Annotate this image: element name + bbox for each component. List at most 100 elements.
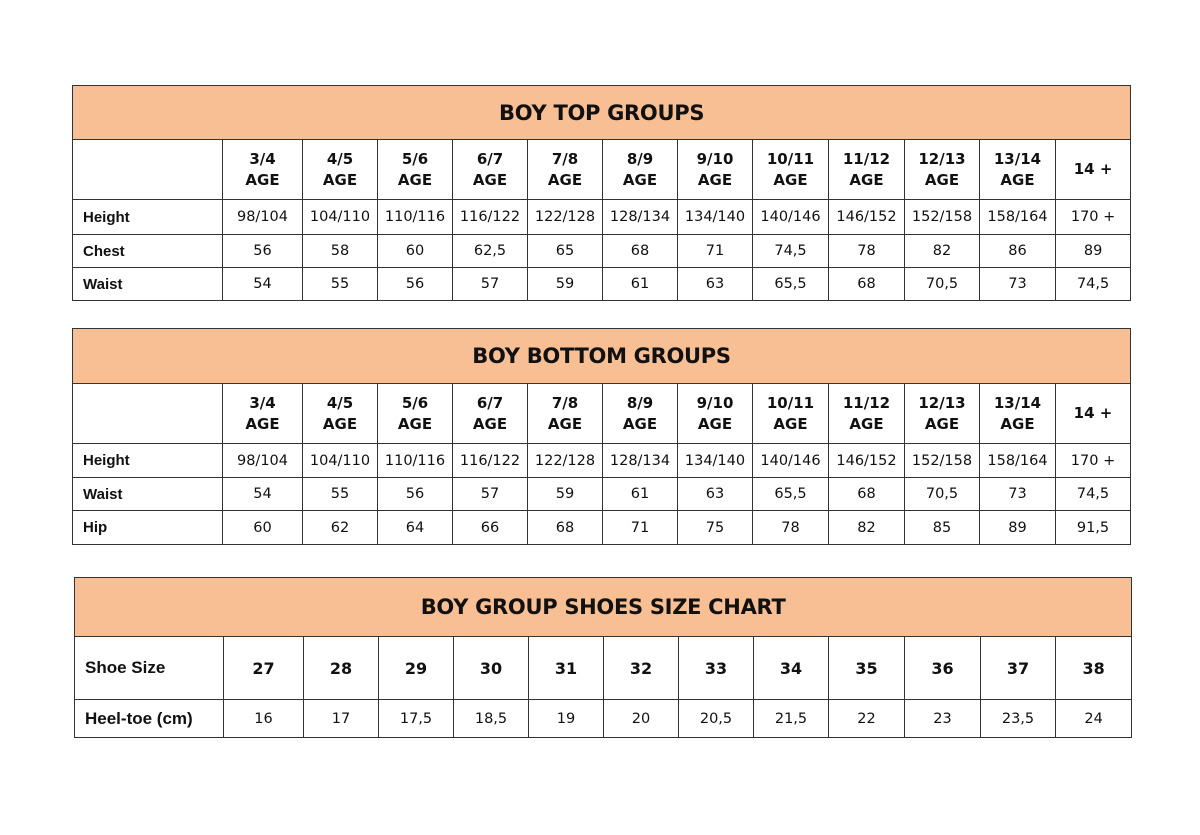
- shoe-size-cell: 29: [378, 636, 454, 700]
- age-range: 6/7: [476, 149, 504, 168]
- age-column-header: 8/9 AGE: [602, 383, 678, 444]
- age-column-header: 5/6 AGE: [377, 383, 453, 444]
- age-column-header: 8/9 AGE: [602, 139, 678, 200]
- table-row: Chest 56 58 60 62,5 65 68 71 74,5 78 82 86 89: [72, 234, 1132, 268]
- table-cell: 152/158: [904, 199, 980, 235]
- shoe-size-cell: 27: [223, 636, 304, 700]
- heel-toe-cell: 16: [223, 699, 304, 738]
- row-label: Height: [72, 199, 223, 235]
- table-cell: 82: [828, 510, 905, 545]
- age-column-header: 9/10 AGE: [677, 383, 753, 444]
- table-cell: 134/140: [677, 199, 753, 235]
- row-label: Height: [72, 443, 223, 478]
- heel-toe-cell: 19: [528, 699, 604, 738]
- table-cell: 55: [302, 267, 378, 301]
- age-range: 8/9: [626, 393, 654, 412]
- table-cell: 89: [979, 510, 1056, 545]
- row-label: Waist: [72, 267, 223, 301]
- heel-toe-cell: 20,5: [678, 699, 754, 738]
- table-cell: 98/104: [222, 443, 303, 478]
- age-range: 9/10: [696, 393, 734, 412]
- table-cell: 59: [527, 267, 603, 301]
- table-row: Height 98/104 104/110 110/116 116/122 122/128…: [72, 199, 1132, 235]
- age-range: 8/9: [626, 149, 654, 168]
- shoe-size-cell: 31: [528, 636, 604, 700]
- age-range: 3/4: [249, 393, 276, 412]
- age-range: 7/8: [551, 393, 579, 412]
- age-column-header: 4/5 AGE: [302, 139, 378, 200]
- age-column-header: 6/7 AGE: [452, 383, 528, 444]
- age-range: 4/5: [326, 393, 354, 412]
- age-column-header: 12/13 AGE: [904, 383, 980, 444]
- age-range: 3/4: [249, 149, 276, 168]
- table-cell: 71: [602, 510, 678, 545]
- age-label: AGE: [397, 170, 433, 189]
- table-cell: 71: [677, 234, 753, 268]
- table-row: Waist 54 55 56 57 59 61 63 65,5 68 70,5 73 74,5: [72, 477, 1132, 511]
- age-column-header: 12/13 AGE: [904, 139, 980, 200]
- row-label: Waist: [72, 477, 223, 511]
- age-column-header: 7/8 AGE: [527, 383, 603, 444]
- table-cell: 85: [904, 510, 980, 545]
- shoe-size-cell: 34: [753, 636, 829, 700]
- table-cell: 122/128: [527, 443, 603, 478]
- empty-header-cell: [72, 383, 223, 444]
- row-label: Chest: [72, 234, 223, 268]
- table-cell: 54: [222, 267, 303, 301]
- age-column-header: 14 +: [1054, 383, 1132, 444]
- age-range: 9/10: [696, 149, 734, 168]
- age-column-header: 13/14 AGE: [979, 383, 1056, 444]
- table-cell: 57: [452, 477, 528, 511]
- age-column-header: 3/4 AGE: [222, 139, 303, 200]
- age-range: 12/13: [918, 149, 966, 168]
- table-cell: 146/152: [828, 443, 905, 478]
- table-cell: 78: [752, 510, 829, 545]
- age-label: AGE: [849, 170, 884, 189]
- age-range: 6/7: [476, 393, 504, 412]
- table-cell: 110/116: [377, 443, 453, 478]
- table-cell: 170 +: [1054, 443, 1132, 478]
- table-cell: 170 +: [1054, 199, 1132, 235]
- age-label: AGE: [1000, 414, 1035, 433]
- row-label: Shoe Size: [74, 636, 224, 700]
- row-label: Hip: [72, 510, 223, 545]
- age-label: AGE: [773, 170, 808, 189]
- age-range: 11/12: [842, 149, 891, 168]
- table-cell: 73: [979, 267, 1056, 301]
- table-cell: 116/122: [452, 443, 528, 478]
- table-cell: 74,5: [752, 234, 829, 268]
- table-cell: 66: [452, 510, 528, 545]
- shoe-size-cell: 32: [603, 636, 679, 700]
- age-column-header: 7/8 AGE: [527, 139, 603, 200]
- shoe-size-cell: 38: [1054, 636, 1133, 700]
- shoe-size-cell: 33: [678, 636, 754, 700]
- age-label: AGE: [547, 170, 583, 189]
- age-label: AGE: [1000, 170, 1035, 189]
- age-range: 5/6: [401, 393, 429, 412]
- table-cell: 158/164: [979, 199, 1056, 235]
- table-cell: 104/110: [302, 199, 378, 235]
- age-label: AGE: [472, 170, 508, 189]
- age-label: AGE: [697, 414, 733, 433]
- table-title: BOY BOTTOM GROUPS: [71, 328, 1132, 384]
- table-cell: 128/134: [602, 443, 678, 478]
- age-range: 11/12: [842, 393, 891, 412]
- age-label: AGE: [245, 170, 280, 189]
- age-column-header: 10/11 AGE: [752, 383, 829, 444]
- table-cell: 65,5: [752, 267, 829, 301]
- table-title: BOY GROUP SHOES SIZE CHART: [73, 577, 1133, 637]
- age-label: AGE: [622, 170, 658, 189]
- table-title: BOY TOP GROUPS: [71, 85, 1132, 140]
- table-cell: 146/152: [828, 199, 905, 235]
- table-cell: 56: [222, 234, 303, 268]
- age-column-header: 14 +: [1054, 139, 1132, 200]
- table-cell: 61: [602, 477, 678, 511]
- table-cell: 91,5: [1054, 510, 1132, 545]
- age-column-header: 13/14 AGE: [979, 139, 1056, 200]
- age-range: 7/8: [551, 149, 579, 168]
- table-cell: 75: [677, 510, 753, 545]
- age-range: 10/11: [766, 393, 815, 412]
- age-column-header: 4/5 AGE: [302, 383, 378, 444]
- heel-toe-cell: 23: [904, 699, 981, 738]
- table-cell: 68: [828, 267, 905, 301]
